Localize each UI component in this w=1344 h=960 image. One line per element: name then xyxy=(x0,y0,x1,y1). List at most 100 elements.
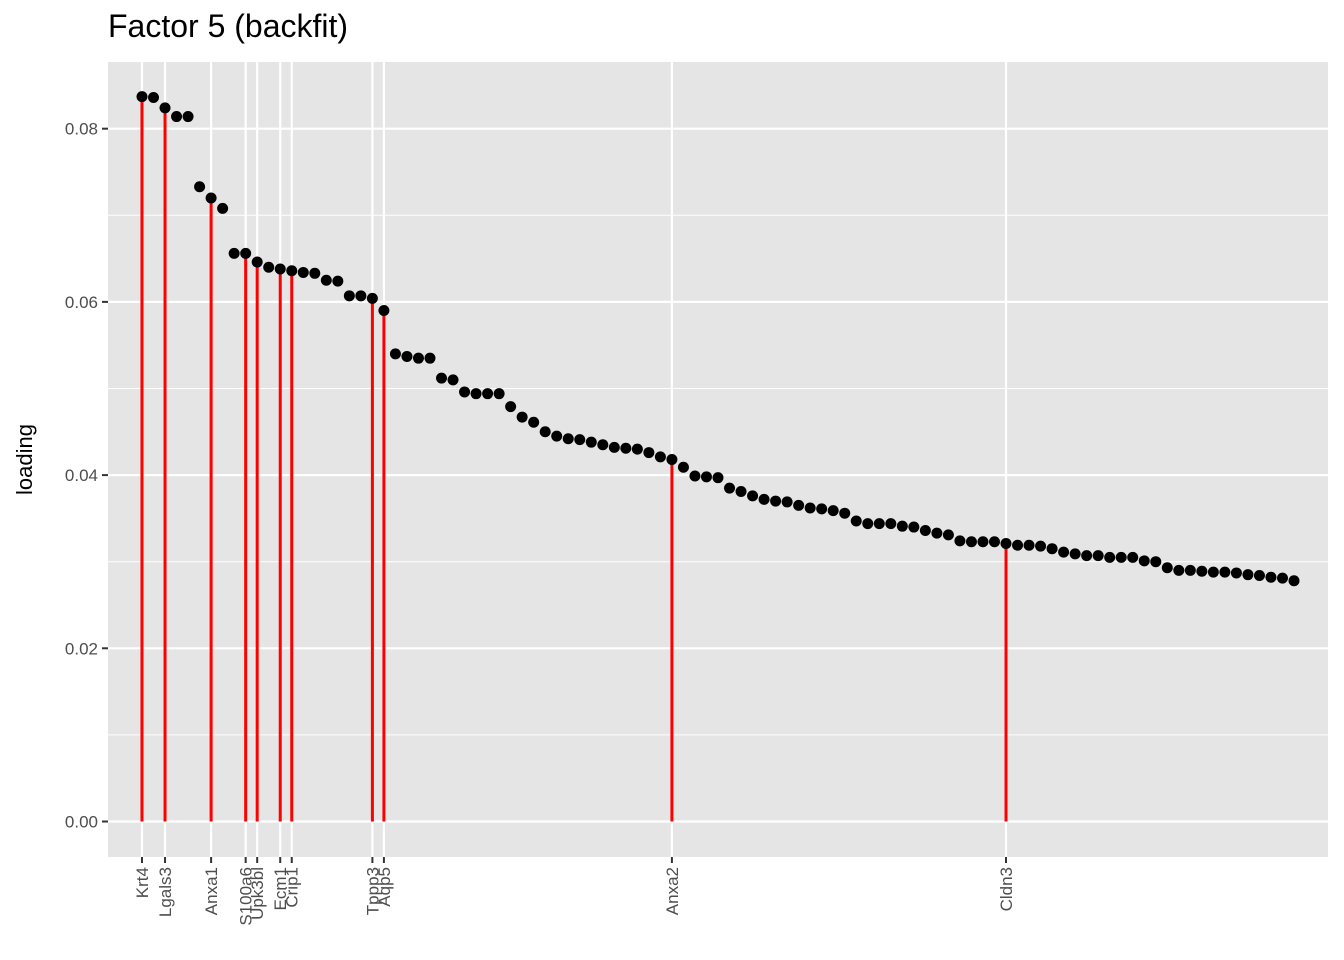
x-tick-label-lgals3: Lgals3 xyxy=(156,867,175,917)
data-point xyxy=(263,261,275,273)
data-point xyxy=(885,518,897,530)
data-point xyxy=(1012,539,1024,551)
data-point xyxy=(424,352,436,364)
data-point xyxy=(297,266,309,278)
data-point xyxy=(459,386,471,398)
data-points xyxy=(136,91,1300,587)
data-point xyxy=(1138,555,1150,567)
data-point xyxy=(804,502,816,514)
data-point xyxy=(482,388,494,400)
data-point xyxy=(205,192,217,204)
x-tick-label-ecm1: Ecm1 xyxy=(271,867,290,910)
data-point xyxy=(251,256,263,268)
data-point xyxy=(1081,550,1093,562)
data-point xyxy=(171,111,183,123)
y-tick-label: 0.08 xyxy=(65,120,98,139)
y-tick-label: 0.06 xyxy=(65,293,98,312)
data-point xyxy=(159,102,171,114)
data-point xyxy=(1023,539,1035,551)
x-tick-label-upk3bl: Upk3bl xyxy=(248,867,267,920)
plot-panel xyxy=(108,62,1328,857)
x-tick-label-s100a6: S100a6 xyxy=(237,867,256,926)
data-point xyxy=(1207,566,1219,578)
data-point xyxy=(1253,570,1265,582)
data-point xyxy=(827,505,839,517)
data-point xyxy=(332,275,344,287)
data-point xyxy=(1230,567,1242,579)
data-point xyxy=(793,499,805,511)
data-point xyxy=(309,267,321,279)
data-point xyxy=(654,451,666,463)
data-point xyxy=(585,436,597,448)
data-point xyxy=(1173,564,1185,576)
data-point xyxy=(343,290,355,302)
data-point xyxy=(677,461,689,473)
data-point xyxy=(850,515,862,527)
data-point xyxy=(1000,538,1012,550)
y-tick-label: 0.04 xyxy=(65,466,98,485)
data-point xyxy=(620,442,632,454)
data-point xyxy=(1035,540,1047,552)
data-point xyxy=(366,292,378,304)
data-point xyxy=(1150,556,1162,568)
highlight-stems xyxy=(140,96,1008,822)
data-point xyxy=(896,520,908,532)
data-point xyxy=(412,352,424,364)
data-point xyxy=(1288,575,1300,587)
data-point xyxy=(954,535,966,547)
x-tick-label-aqp5: Aqp5 xyxy=(375,867,394,907)
data-point xyxy=(1046,543,1058,555)
data-point xyxy=(700,471,712,483)
data-point xyxy=(758,493,770,505)
data-point xyxy=(931,527,943,539)
data-point xyxy=(436,372,448,384)
data-point xyxy=(240,247,252,259)
data-point xyxy=(631,443,643,455)
data-point xyxy=(539,426,551,438)
grid-minor-y xyxy=(108,214,1328,736)
data-point xyxy=(447,374,459,386)
data-point xyxy=(965,536,977,548)
data-point xyxy=(1161,562,1173,574)
data-point xyxy=(574,434,586,446)
data-point xyxy=(1058,546,1070,558)
data-point xyxy=(689,470,701,482)
data-point xyxy=(862,518,874,530)
chart-title: Factor 5 (backfit) xyxy=(108,8,349,44)
data-point xyxy=(470,388,482,400)
y-tick-label: 0.02 xyxy=(65,639,98,658)
data-point xyxy=(608,441,620,453)
data-point xyxy=(136,91,148,103)
x-tick-label-crip1: Crip1 xyxy=(283,867,302,908)
data-point xyxy=(839,507,851,519)
data-point xyxy=(770,495,782,507)
y-axis-title: loading xyxy=(12,424,37,495)
x-tick-label-tppp3: Tppp3 xyxy=(363,867,382,915)
data-point xyxy=(551,430,563,442)
data-point xyxy=(286,265,298,277)
data-point xyxy=(712,472,724,484)
data-point xyxy=(873,518,885,530)
data-point xyxy=(1265,571,1277,583)
data-point xyxy=(389,348,401,360)
x-tick-label-krt4: Krt4 xyxy=(133,867,152,898)
data-point xyxy=(735,486,747,498)
data-point xyxy=(182,111,194,123)
data-point xyxy=(724,482,736,494)
data-point xyxy=(505,401,517,413)
data-point xyxy=(747,490,759,502)
data-point xyxy=(1242,569,1254,581)
data-point xyxy=(942,529,954,541)
y-axis: 0.00 0.02 0.04 0.06 0.08 xyxy=(65,120,108,831)
data-point xyxy=(378,305,390,317)
x-tick-label-anxa2: Anxa2 xyxy=(663,867,682,915)
data-point xyxy=(562,433,574,445)
data-point xyxy=(666,454,678,465)
data-point xyxy=(148,92,160,104)
data-point xyxy=(1127,551,1139,563)
y-tick-label: 0.00 xyxy=(65,812,98,831)
data-point xyxy=(1104,551,1116,563)
data-point xyxy=(1276,572,1288,584)
